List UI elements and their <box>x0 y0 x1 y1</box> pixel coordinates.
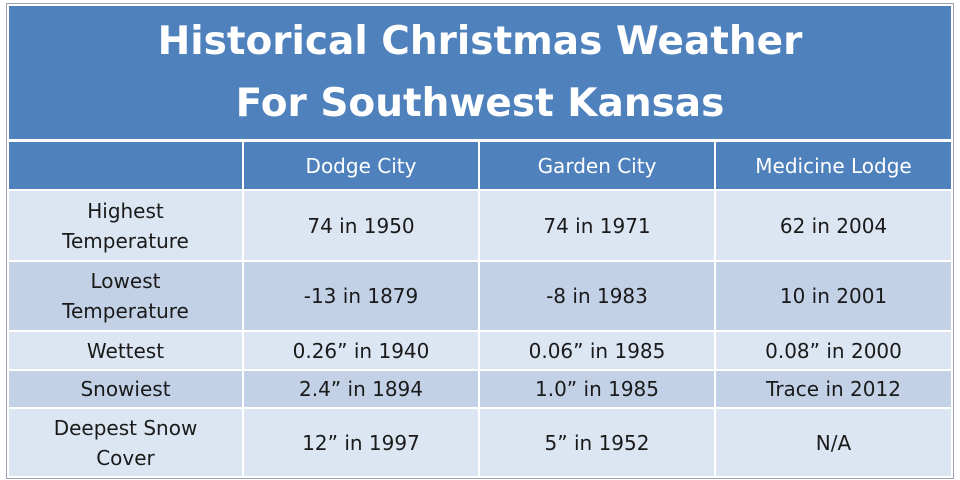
table-cell: 1.0” in 1985 <box>480 371 716 409</box>
table-cell: 5” in 1952 <box>480 409 716 478</box>
table-cell: 74 in 1971 <box>480 191 716 262</box>
table-cell: 0.06” in 1985 <box>480 332 716 371</box>
corner-cell <box>9 142 244 191</box>
row-label: Deepest Snow Cover <box>9 409 244 478</box>
row-label: Lowest Temperature <box>9 262 244 332</box>
table-cell: 0.26” in 1940 <box>244 332 480 371</box>
table-cell: 12” in 1997 <box>244 409 480 478</box>
column-header: Dodge City <box>244 142 480 191</box>
table-cell: 0.08” in 2000 <box>716 332 951 371</box>
table-cell: 10 in 2001 <box>716 262 951 332</box>
table-cell: N/A <box>716 409 951 478</box>
table-cell: Trace in 2012 <box>716 371 951 409</box>
table-cell: 74 in 1950 <box>244 191 480 262</box>
title-line: For Southwest Kansas <box>235 80 725 126</box>
table-cell: 2.4” in 1894 <box>244 371 480 409</box>
column-header: Garden City <box>480 142 716 191</box>
table-cell: -13 in 1879 <box>244 262 480 332</box>
title-line: Historical Christmas Weather <box>157 18 803 64</box>
row-label: Wettest <box>9 332 244 371</box>
weather-table: Dodge City Garden City Medicine Lodge Highe… <box>9 142 951 478</box>
title-banner: Historical Christmas Weather For Southwe… <box>9 6 951 139</box>
table-cell: 62 in 2004 <box>716 191 951 262</box>
column-header: Medicine Lodge <box>716 142 951 191</box>
slide: Historical Christmas Weather For Southwe… <box>6 3 954 479</box>
table-cell: -8 in 1983 <box>480 262 716 332</box>
row-label: Highest Temperature <box>9 191 244 262</box>
row-label: Snowiest <box>9 371 244 409</box>
